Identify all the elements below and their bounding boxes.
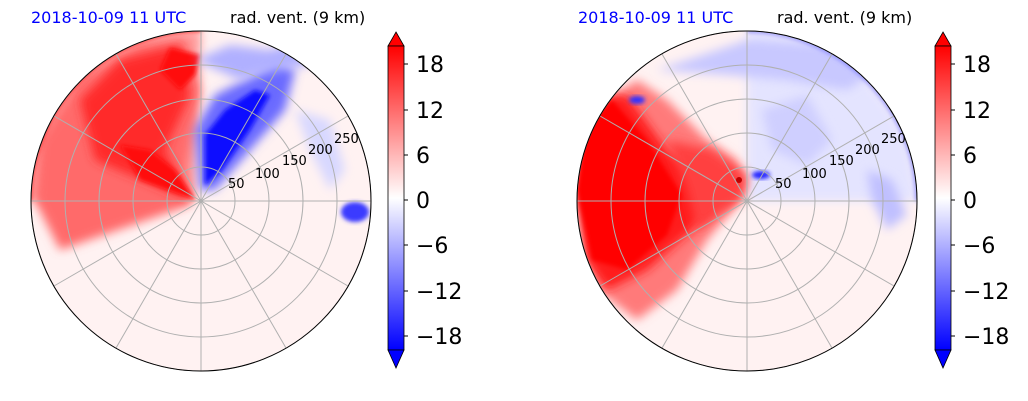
colorbar-gradient	[387, 45, 405, 351]
colorbar-tick-neg12: −12	[963, 280, 1009, 305]
colorbar: 18 12 6 0 −6 −12 −18	[934, 31, 1009, 369]
ring-label-150: 150	[282, 154, 307, 169]
radar-ppi-plot: 50 100 150 200 250	[576, 30, 918, 372]
ring-label-250: 250	[334, 132, 359, 147]
plot-boundary	[30, 30, 372, 372]
ring-label-50: 50	[228, 177, 245, 192]
colorbar-tick-6: 6	[416, 144, 430, 169]
panel-field-label: rad. vent. (9 km)	[777, 8, 913, 27]
colorbar-tick-12: 12	[963, 99, 991, 124]
colorbar-tick-18: 18	[416, 53, 444, 78]
colorbar-tick-6: 6	[963, 144, 977, 169]
colorbar-tick-neg6: −6	[416, 234, 448, 259]
ring-label-50: 50	[775, 177, 792, 192]
ring-label-150: 150	[829, 154, 854, 169]
radar-panel-left: 2018-10-09 11 UTC rad. vent. (9 km)	[30, 8, 462, 372]
colorbar-tick-neg18: −18	[416, 325, 462, 350]
radar-panel-right: 2018-10-09 11 UTC rad. vent. (9 km)	[547, 0, 1028, 401]
ring-label-100: 100	[802, 167, 827, 182]
colorbar-tick-12: 12	[416, 99, 444, 124]
colorbar-tick-18: 18	[963, 53, 991, 78]
colorbar-extend-min	[934, 349, 952, 369]
ring-label-250: 250	[881, 132, 906, 147]
colorbar-extend-min	[387, 349, 405, 369]
colorbar-tick-neg6: −6	[963, 234, 995, 259]
colorbar-extend-max	[934, 31, 952, 47]
panel-time-label: 2018-10-09 11 UTC	[578, 8, 734, 27]
colorbar-extend-max	[387, 31, 405, 47]
colorbar-tick-0: 0	[963, 189, 977, 214]
panel-field-label: rad. vent. (9 km)	[230, 8, 366, 27]
ring-label-200: 200	[855, 143, 880, 158]
ring-label-100: 100	[255, 167, 280, 182]
ring-label-200: 200	[308, 143, 333, 158]
range-ring-labels: 50 100 150 200 250	[775, 132, 906, 192]
colorbar-tick-0: 0	[416, 189, 430, 214]
panel-time-label: 2018-10-09 11 UTC	[31, 8, 187, 27]
radar-ppi-plot: 50 100 150 200 250	[30, 30, 372, 372]
range-ring-labels: 50 100 150 200 250	[228, 132, 359, 192]
colorbar: 18 12 6 0 −6 −12 −18	[387, 31, 462, 369]
colorbar-gradient	[934, 45, 952, 351]
colorbar-tick-neg12: −12	[416, 280, 462, 305]
plot-boundary	[576, 30, 918, 372]
colorbar-tick-neg18: −18	[963, 325, 1009, 350]
